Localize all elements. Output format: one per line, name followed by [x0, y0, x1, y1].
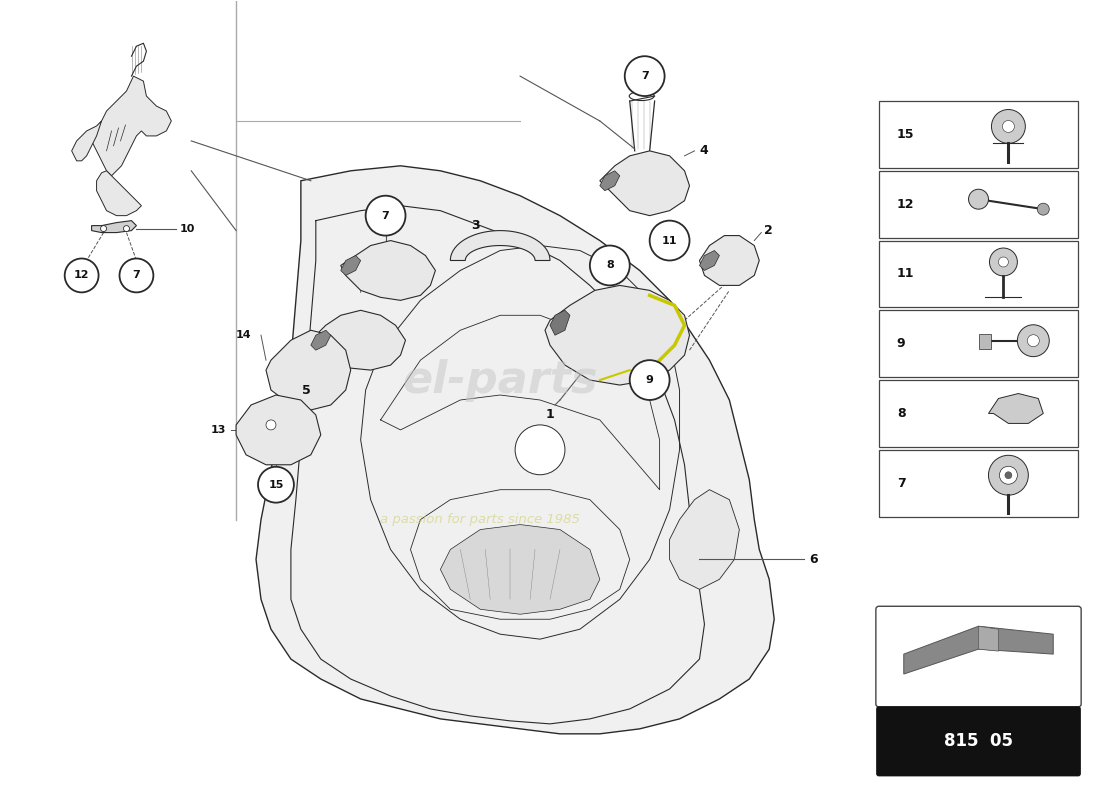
Polygon shape: [450, 230, 550, 261]
Polygon shape: [544, 286, 690, 385]
Circle shape: [120, 258, 153, 292]
Polygon shape: [600, 170, 619, 190]
Text: 8: 8: [606, 261, 614, 270]
Polygon shape: [700, 250, 719, 270]
Text: 7: 7: [896, 477, 905, 490]
Polygon shape: [266, 330, 351, 410]
Circle shape: [968, 190, 989, 209]
Polygon shape: [91, 221, 136, 233]
Circle shape: [650, 221, 690, 261]
Bar: [879, 101, 1078, 168]
Polygon shape: [97, 170, 142, 216]
Bar: [879, 310, 1078, 377]
Circle shape: [365, 196, 406, 235]
Text: 10: 10: [179, 223, 195, 234]
Text: 14: 14: [235, 330, 251, 340]
Polygon shape: [989, 394, 1043, 423]
Polygon shape: [311, 310, 406, 370]
Text: 15: 15: [268, 480, 284, 490]
Circle shape: [590, 246, 629, 286]
Text: el-parts: el-parts: [403, 358, 598, 402]
Text: 13: 13: [211, 425, 227, 435]
Bar: [879, 241, 1078, 307]
Text: 12: 12: [896, 198, 914, 210]
Text: 3: 3: [471, 219, 480, 232]
Circle shape: [258, 466, 294, 502]
Circle shape: [266, 420, 276, 430]
Text: 9: 9: [646, 375, 653, 385]
Circle shape: [989, 455, 1028, 495]
Polygon shape: [600, 151, 690, 216]
Polygon shape: [979, 626, 999, 651]
Text: 2: 2: [764, 224, 773, 237]
Circle shape: [625, 56, 664, 96]
Text: 12: 12: [74, 270, 89, 281]
Circle shape: [515, 425, 565, 474]
Bar: [879, 170, 1078, 238]
Bar: [879, 450, 1078, 517]
Polygon shape: [440, 525, 600, 614]
Polygon shape: [550, 310, 570, 335]
Polygon shape: [341, 255, 361, 275]
Polygon shape: [236, 395, 321, 465]
Circle shape: [1027, 334, 1040, 346]
Circle shape: [65, 258, 99, 292]
Circle shape: [1018, 325, 1049, 357]
Polygon shape: [979, 334, 991, 349]
Bar: [879, 380, 1078, 447]
Circle shape: [999, 257, 1009, 267]
Polygon shape: [700, 235, 759, 286]
Text: 7: 7: [133, 270, 141, 281]
Polygon shape: [341, 241, 436, 300]
FancyBboxPatch shape: [876, 606, 1081, 707]
FancyBboxPatch shape: [877, 707, 1080, 776]
Polygon shape: [311, 330, 331, 350]
Polygon shape: [904, 626, 1053, 674]
Circle shape: [990, 248, 1018, 276]
Text: 5: 5: [302, 383, 311, 397]
Circle shape: [1005, 472, 1012, 478]
Polygon shape: [256, 166, 774, 734]
Text: 6: 6: [810, 553, 817, 566]
Text: 11: 11: [896, 267, 914, 281]
Circle shape: [123, 226, 130, 231]
Circle shape: [100, 226, 107, 231]
Text: 9: 9: [896, 337, 905, 350]
Polygon shape: [670, 490, 739, 590]
Text: a passion for parts since 1985: a passion for parts since 1985: [381, 513, 580, 526]
Circle shape: [1002, 121, 1014, 133]
Text: 7: 7: [641, 71, 649, 81]
Polygon shape: [91, 76, 172, 176]
Text: 1: 1: [546, 409, 554, 422]
Text: 7: 7: [382, 210, 389, 221]
Text: 815  05: 815 05: [944, 732, 1013, 750]
Text: 15: 15: [896, 128, 914, 141]
Circle shape: [991, 110, 1025, 143]
Text: 11: 11: [662, 235, 678, 246]
Circle shape: [1000, 466, 1018, 484]
Text: 8: 8: [896, 407, 905, 420]
Text: 4: 4: [700, 144, 708, 158]
Circle shape: [629, 360, 670, 400]
Polygon shape: [72, 121, 101, 161]
Circle shape: [1037, 203, 1049, 215]
